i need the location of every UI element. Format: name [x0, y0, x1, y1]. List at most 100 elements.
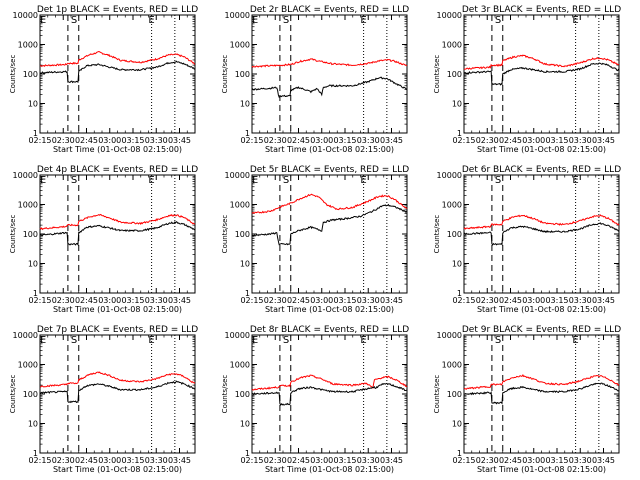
plot-frame	[251, 334, 408, 454]
detector-panel: Det 7p BLACK = Events, RED = LLD 1 10 100 10…	[9, 325, 198, 474]
y-tick-label: 1	[33, 289, 38, 298]
event-marker-label: S	[71, 175, 77, 186]
lld-series-line	[39, 50, 196, 67]
detector-panel: Det 9r BLACK = Events, RED = LLD 1 10 100 10…	[433, 325, 621, 474]
x-tick-label: 03:30	[357, 456, 380, 465]
x-tick-label: 03:00	[98, 136, 121, 145]
x-axis-label: Start Time (01-Oct-08 02:15:00)	[477, 305, 606, 314]
y-axis-label: Counts/sec	[221, 215, 229, 254]
events-series-line	[463, 222, 620, 246]
y-tick-label: 10000	[437, 11, 462, 20]
event-marker-label: S	[495, 175, 501, 186]
y-tick-label: 10000	[437, 171, 462, 180]
x-tick-label: 03:45	[168, 136, 191, 145]
x-tick-label: 03:30	[569, 456, 592, 465]
event-marker-label: S	[71, 15, 77, 26]
y-tick-label: 1000	[18, 201, 38, 210]
plot-frame	[463, 14, 620, 134]
y-axis-label: Counts/sec	[221, 375, 229, 414]
plot-frame	[463, 334, 620, 454]
x-tick-label: 03:00	[310, 296, 333, 305]
y-tick-label: 100	[23, 70, 38, 79]
y-tick-label: 10	[28, 420, 38, 429]
events-series-line	[39, 60, 196, 84]
y-tick-label: 1	[457, 129, 462, 138]
x-axis-label: Start Time (01-Oct-08 02:15:00)	[477, 145, 606, 154]
y-tick-label: 100	[235, 230, 250, 239]
detector-panel: Det 4p BLACK = Events, RED = LLD 1 10 100 10…	[9, 165, 198, 314]
y-tick-label: 100	[235, 70, 250, 79]
x-tick-label: 02:45	[287, 136, 310, 145]
x-tick-label: 03:00	[310, 136, 333, 145]
y-tick-label: 100	[23, 390, 38, 399]
x-tick-label: 02:30	[476, 136, 499, 145]
y-axis-label: Counts/sec	[433, 215, 441, 254]
x-tick-label: 03:15	[545, 456, 568, 465]
x-tick-label: 02:15	[28, 136, 51, 145]
y-tick-label: 1	[457, 449, 462, 458]
detector-panel: Det 1p BLACK = Events, RED = LLD 1 10 100 10…	[9, 5, 198, 154]
events-series-line	[463, 62, 620, 87]
x-tick-label: 02:30	[52, 136, 75, 145]
x-tick-label: 02:30	[264, 296, 287, 305]
y-axis-label: Counts/sec	[221, 55, 229, 94]
y-tick-label: 1	[245, 289, 250, 298]
panel-title: Det 6r BLACK = Events, RED = LLD	[462, 165, 621, 175]
y-tick-label: 1000	[442, 41, 462, 50]
x-tick-label: 03:15	[121, 456, 144, 465]
y-axis-label: Counts/sec	[9, 375, 17, 414]
plot-frame	[39, 14, 196, 134]
x-axis-label: Start Time (01-Oct-08 02:15:00)	[265, 145, 394, 154]
y-tick-label: 1000	[442, 361, 462, 370]
y-tick-label: 1	[245, 449, 250, 458]
x-tick-label: 03:15	[545, 296, 568, 305]
lld-series-line	[463, 54, 620, 70]
y-tick-label: 10	[240, 260, 250, 269]
events-series-line	[251, 76, 408, 98]
y-tick-label: 10000	[225, 171, 250, 180]
lld-series-line	[39, 213, 196, 231]
x-axis-label: Start Time (01-Oct-08 02:15:00)	[477, 465, 606, 474]
events-series-line	[251, 382, 408, 406]
y-tick-label: 1000	[18, 361, 38, 370]
x-tick-label: 02:30	[52, 296, 75, 305]
y-tick-label: 100	[23, 230, 38, 239]
events-series-line	[39, 220, 196, 247]
y-tick-label: 10000	[437, 331, 462, 340]
event-marker-label: E	[360, 15, 366, 26]
x-tick-label: 03:00	[98, 296, 121, 305]
lld-series-line	[39, 371, 196, 388]
x-tick-label: 02:15	[452, 296, 475, 305]
y-tick-label: 1000	[230, 361, 250, 370]
events-series-line	[39, 380, 196, 404]
plot-frame	[39, 334, 196, 454]
y-tick-label: 10	[28, 100, 38, 109]
detector-panel: Det 8r BLACK = Events, RED = LLD 1 10 100 10…	[221, 325, 409, 474]
x-tick-label: 02:45	[499, 456, 522, 465]
event-marker-label: S	[283, 335, 289, 346]
x-axis-label: Start Time (01-Oct-08 02:15:00)	[265, 465, 394, 474]
event-marker-label: E	[148, 335, 154, 346]
x-tick-label: 03:15	[333, 296, 356, 305]
x-tick-label: 03:15	[121, 136, 144, 145]
panel-title: Det 1p BLACK = Events, RED = LLD	[37, 5, 198, 15]
event-marker-label: E	[572, 335, 578, 346]
x-tick-label: 02:30	[476, 296, 499, 305]
x-tick-label: 02:30	[476, 456, 499, 465]
x-tick-label: 03:30	[569, 296, 592, 305]
lld-series-line	[251, 193, 408, 215]
y-axis-label: Counts/sec	[433, 375, 441, 414]
lld-series-line	[251, 374, 408, 391]
events-series-line	[251, 203, 408, 246]
event-marker-label: E	[252, 335, 258, 346]
y-tick-label: 10	[240, 420, 250, 429]
y-tick-label: 10	[452, 420, 462, 429]
x-tick-label: 03:45	[168, 296, 191, 305]
lld-series-line	[251, 58, 408, 68]
detector-panel: Det 6r BLACK = Events, RED = LLD 1 10 100 10…	[433, 165, 621, 314]
event-marker-label: E	[360, 335, 366, 346]
x-tick-label: 03:00	[522, 136, 545, 145]
x-tick-label: 03:30	[357, 136, 380, 145]
detector-panel: Det 2r BLACK = Events, RED = LLD 1 10 100 10…	[221, 5, 409, 154]
